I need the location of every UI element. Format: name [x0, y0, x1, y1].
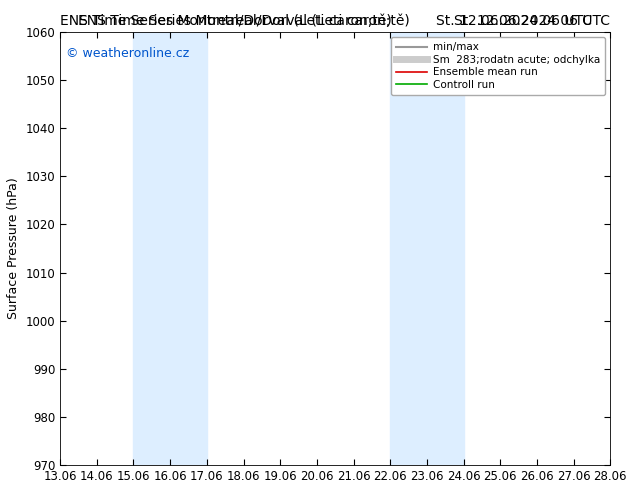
Text: St. 12.06.2024 06 UTC: St. 12.06.2024 06 UTC [455, 14, 611, 28]
Text: © weatheronline.cz: © weatheronline.cz [65, 47, 189, 60]
Bar [391, 32, 463, 465]
Legend: min/max, Sm  283;rodatn acute; odchylka, Ensemble mean run, Controll run: min/max, Sm 283;rodatn acute; odchylka, … [391, 37, 605, 95]
Y-axis label: Surface Pressure (hPa): Surface Pressure (hPa) [7, 178, 20, 319]
Bar [134, 32, 207, 465]
Text: ENS Time Series Montreal/Dorval (Leti caron;tě): ENS Time Series Montreal/Dorval (Leti ca… [60, 14, 392, 28]
Title: ENS Time Series Montreal/Dorval (Leti caron;tě)      St. 12.06.2024 06 UTC: ENS Time Series Montreal/Dorval (Leti ca… [78, 14, 592, 28]
